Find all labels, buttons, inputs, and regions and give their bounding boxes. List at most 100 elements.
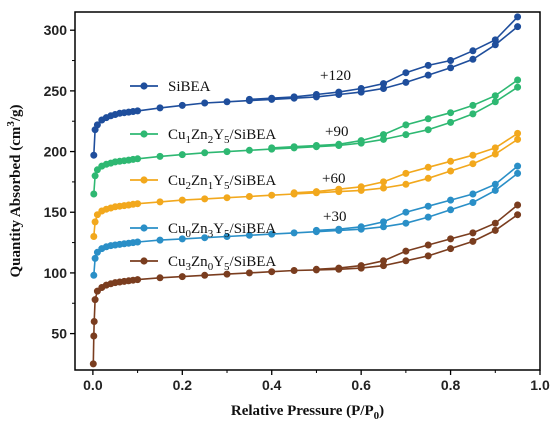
offset-label: +30 — [323, 209, 346, 225]
series-line-adsorption — [92, 214, 519, 364]
data-point — [91, 296, 99, 304]
legend-swatch-marker — [140, 130, 148, 138]
data-point — [447, 64, 455, 72]
data-point — [335, 264, 343, 272]
data-point — [514, 23, 522, 31]
data-point — [156, 236, 164, 244]
data-point — [402, 247, 410, 255]
data-point — [290, 229, 298, 237]
data-point — [469, 160, 477, 168]
data-point — [201, 149, 209, 157]
data-point — [402, 208, 410, 216]
series-line-adsorption — [93, 138, 519, 237]
legend-item: Cu1Zn2Y5/SiBEA — [130, 127, 276, 146]
data-point — [491, 144, 499, 152]
data-point — [491, 219, 499, 227]
data-point — [447, 235, 455, 243]
data-point — [312, 91, 320, 99]
data-point — [469, 55, 477, 63]
data-point — [223, 270, 231, 278]
data-point — [402, 69, 410, 77]
data-point — [514, 129, 522, 137]
series-line-adsorption — [93, 25, 519, 156]
data-point — [134, 276, 142, 284]
data-point — [91, 254, 99, 262]
x-tick-label: 0.2 — [173, 377, 193, 393]
data-point — [491, 98, 499, 106]
data-point — [245, 95, 253, 103]
legend-label: Cu2Zn1Y5/SiBEA — [168, 173, 276, 192]
data-point — [379, 184, 387, 192]
data-point — [335, 140, 343, 148]
y-tick-label: 250 — [44, 83, 68, 99]
data-point — [379, 257, 387, 265]
x-tick-label: 0.6 — [351, 377, 371, 393]
data-point — [90, 271, 98, 279]
x-axis-title: Relative Pressure (P/P0) — [231, 403, 384, 422]
data-point — [290, 93, 298, 101]
data-point — [201, 195, 209, 203]
y-axis-title-main: Quantity Absorbed (cm — [8, 126, 24, 277]
data-point — [156, 104, 164, 112]
y-axis-title: Quantity Absorbed (cm3/g) — [5, 104, 24, 277]
legend-swatch-marker — [140, 176, 148, 184]
legend-item: Cu3Zn0Y5/SiBEA — [130, 254, 276, 273]
data-point — [447, 245, 455, 253]
data-point — [514, 13, 522, 21]
data-point — [134, 200, 142, 208]
data-point — [134, 238, 142, 246]
legend-label: Cu1Zn2Y5/SiBEA — [168, 127, 276, 146]
offset-label: +90 — [325, 124, 348, 140]
x-axis-title-end: ) — [379, 403, 384, 419]
data-point — [447, 167, 455, 175]
data-point — [447, 56, 455, 64]
data-point — [268, 94, 276, 102]
data-point — [424, 213, 432, 221]
series-layer — [89, 13, 522, 368]
data-point — [178, 273, 186, 281]
data-point — [312, 226, 320, 234]
data-point — [379, 131, 387, 139]
offset-labels: +120 +90 +60 +30 — [320, 68, 351, 225]
data-point — [447, 109, 455, 117]
data-point — [91, 172, 99, 180]
data-point — [379, 218, 387, 226]
series-1 — [90, 76, 522, 198]
data-point — [245, 231, 253, 239]
data-point — [335, 88, 343, 96]
data-point — [90, 332, 98, 340]
offset-label: +120 — [320, 68, 351, 84]
x-tick-label: 0.8 — [441, 377, 461, 393]
data-point — [357, 262, 365, 270]
data-point — [178, 235, 186, 243]
data-point — [379, 178, 387, 186]
data-point — [268, 191, 276, 199]
data-point — [469, 151, 477, 159]
data-point — [514, 162, 522, 170]
data-point — [469, 190, 477, 198]
data-point — [447, 118, 455, 126]
series-line-adsorption — [93, 86, 519, 195]
offset-label: +60 — [322, 171, 345, 187]
data-point — [178, 151, 186, 159]
legend-label: SiBEA — [168, 79, 211, 95]
data-point — [357, 85, 365, 93]
data-point — [424, 241, 432, 249]
data-point — [424, 174, 432, 182]
data-point — [178, 196, 186, 204]
data-point — [491, 36, 499, 44]
y-axis-title-sup: 3 — [5, 121, 17, 127]
data-point — [156, 152, 164, 160]
data-point — [245, 269, 253, 277]
data-point — [268, 268, 276, 276]
data-point — [268, 230, 276, 238]
x-axis-title-sub: 0 — [374, 410, 380, 422]
data-point — [402, 169, 410, 177]
data-point — [335, 185, 343, 193]
data-point — [290, 266, 298, 274]
data-point — [424, 252, 432, 260]
data-point — [290, 189, 298, 197]
data-point — [469, 47, 477, 55]
data-point — [491, 186, 499, 194]
data-point — [268, 144, 276, 152]
